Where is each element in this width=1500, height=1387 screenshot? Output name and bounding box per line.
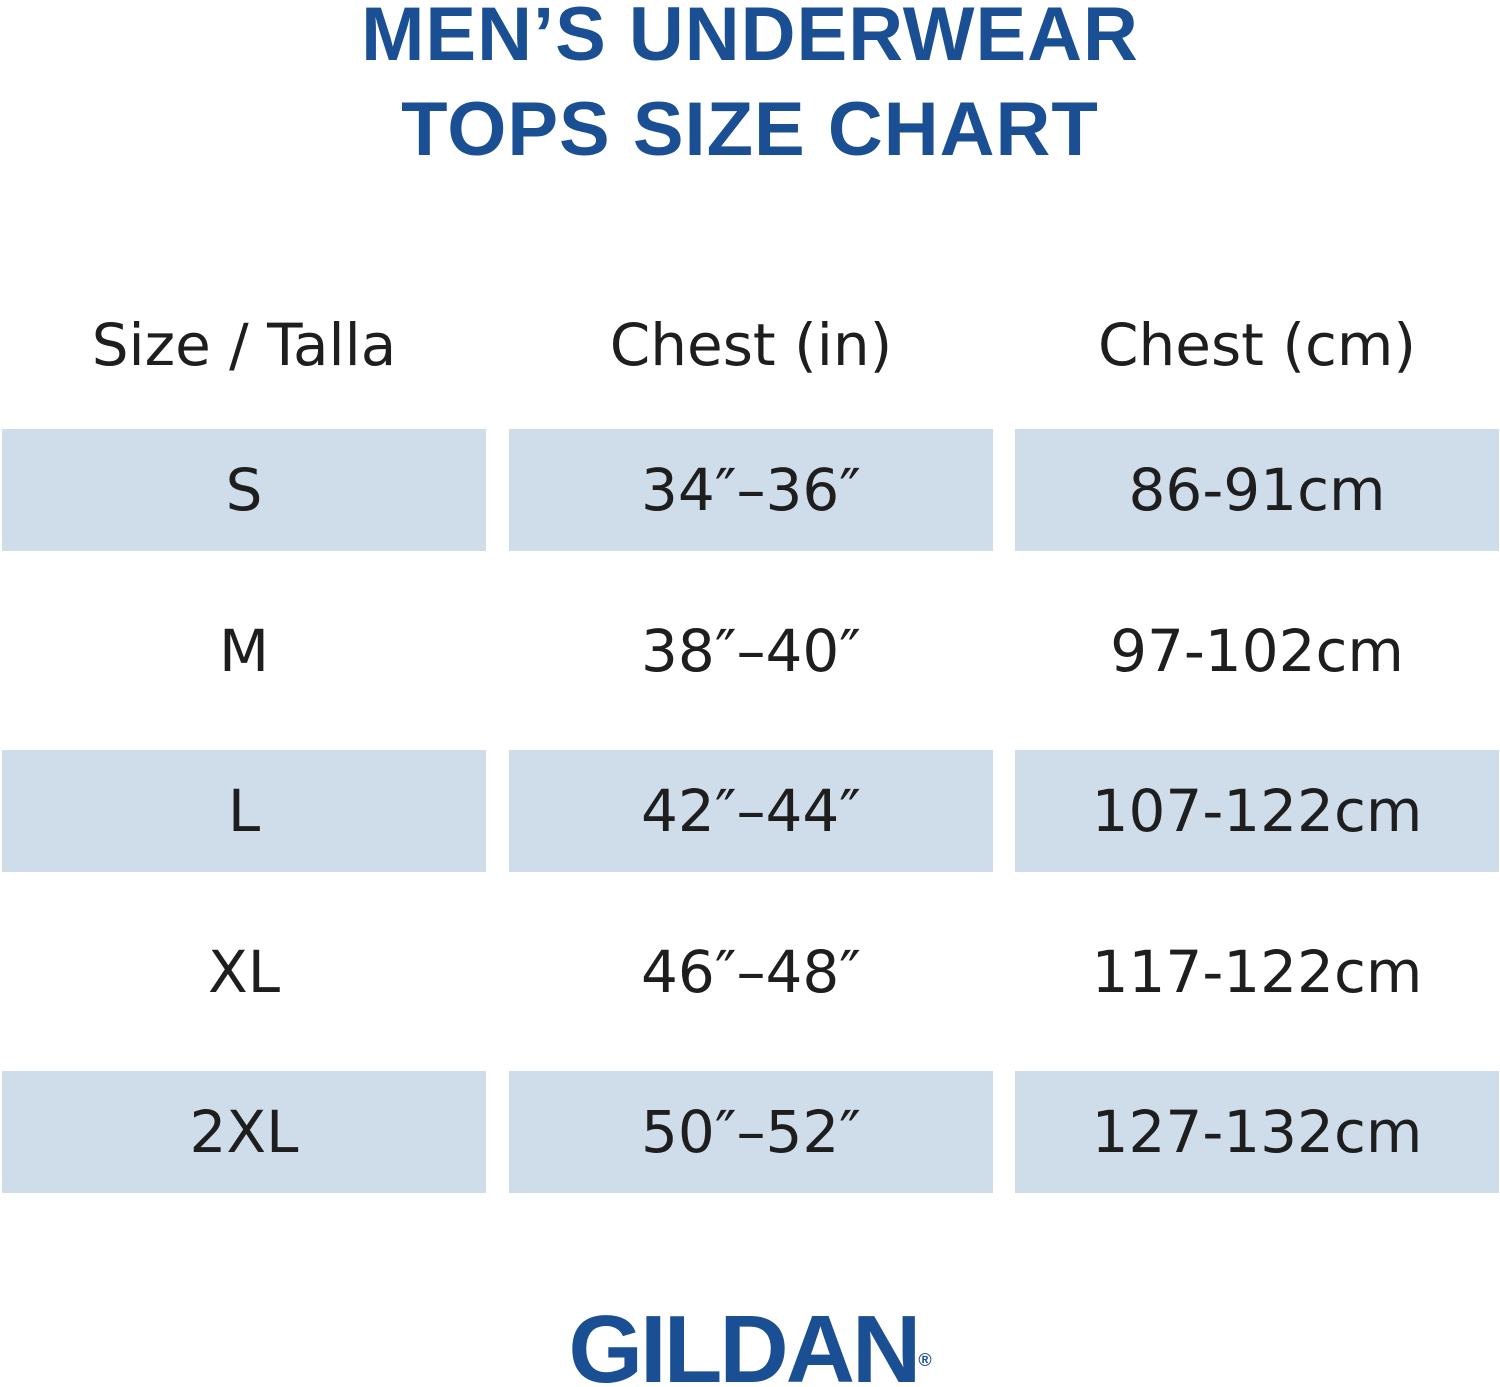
column-header: Chest (in) xyxy=(609,311,893,379)
table-cell: XL xyxy=(207,937,281,1006)
logo-text: GILDAN xyxy=(568,1296,921,1387)
title-line: TOPS SIZE CHART xyxy=(401,87,1099,172)
table-cell: 97-102cm xyxy=(1110,616,1404,685)
table-cell: 117-122cm xyxy=(1091,937,1423,1006)
table-cell: 86-91cm xyxy=(1015,429,1499,551)
table-cell: 50″–52″ xyxy=(509,1071,993,1193)
logo: GILDAN® xyxy=(0,1300,1500,1387)
column-header: Size / Talla xyxy=(91,311,397,379)
table-cell: 42″–44″ xyxy=(509,750,993,872)
table-cell: 46″–48″ xyxy=(641,937,861,1006)
table-cell: M xyxy=(218,616,270,685)
column-header: Chest (cm) xyxy=(1098,311,1416,379)
table-cell: 127-132cm xyxy=(1015,1071,1499,1193)
table-cell: 38″–40″ xyxy=(641,616,861,685)
registered-mark: ® xyxy=(918,1350,932,1370)
title-line: MEN’S UNDERWEAR xyxy=(361,0,1139,77)
table-cell: 34″–36″ xyxy=(509,429,993,551)
table-cell: L xyxy=(2,750,486,872)
table-cell: S xyxy=(2,429,486,551)
table-cell: 2XL xyxy=(2,1071,486,1193)
table-cell: 107-122cm xyxy=(1015,750,1499,872)
